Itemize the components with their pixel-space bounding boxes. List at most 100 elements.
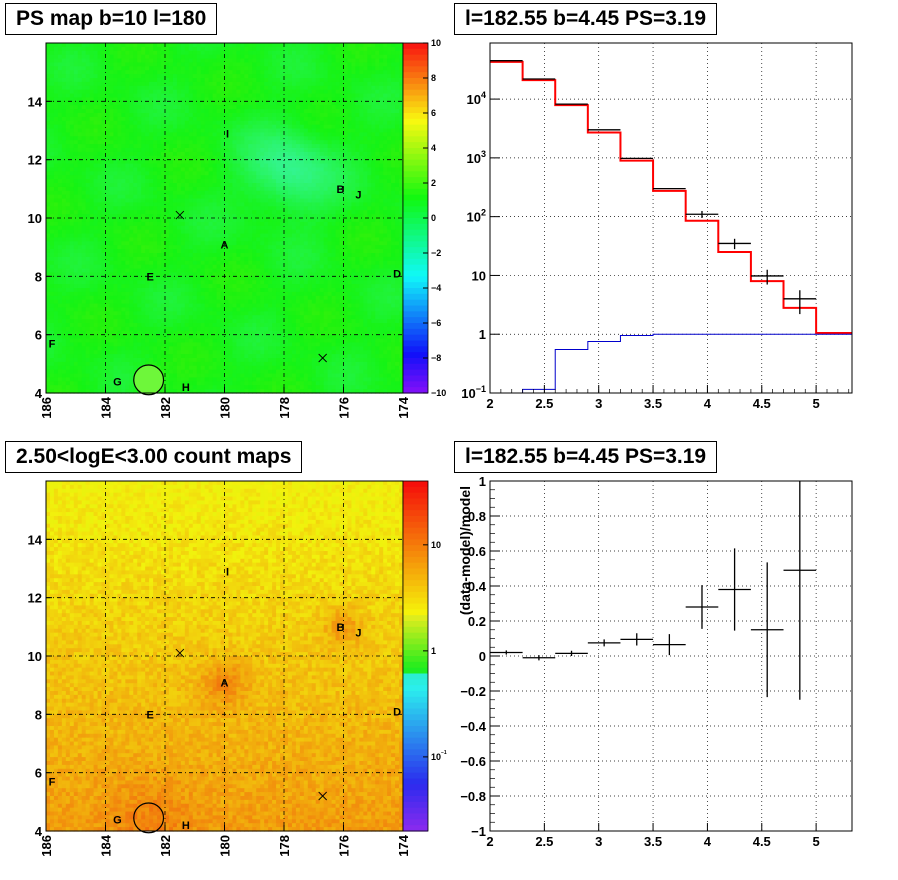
map-pixel [105,101,111,106]
map-pixel [212,206,218,211]
map-pixel [367,198,372,204]
map-pixel [287,74,293,79]
map-pixel [46,256,51,262]
map-pixel [192,128,198,134]
map-pixel [77,93,83,99]
map-pixel [129,167,134,172]
map-pixel [121,144,126,149]
map-pixel [208,214,214,219]
map-pixel [61,85,67,91]
map-pixel [315,183,321,188]
map-pixel [61,46,67,52]
map-pixel [145,175,150,180]
map-pixel [49,109,55,114]
map-pixel [172,46,178,52]
map-pixel [236,109,241,114]
map-pixel [149,253,154,258]
map-pixel [367,245,372,250]
map-pixel [399,167,404,172]
map-pixel [61,50,67,56]
map-pixel [93,128,99,134]
map-pixel [224,132,230,137]
map-pixel [109,214,115,219]
map-pixel [77,105,83,110]
map-pixel [335,81,341,87]
map-pixel [172,70,178,75]
map-pixel [228,186,234,192]
map-pixel [184,81,190,87]
map-pixel [168,221,174,227]
map-pixel [343,144,349,149]
map-pixel [113,163,118,169]
map-pixel [121,43,126,48]
map-pixel [268,237,273,242]
map-pixel [81,202,87,207]
map-pixel [69,183,75,188]
map-pixel [252,194,257,200]
map-pixel [256,85,261,91]
map-pixel [224,221,230,227]
map-pixel [85,120,91,126]
map-pixel [57,140,63,145]
map-pixel [165,132,170,137]
map-pixel [200,241,206,246]
map-pixel [343,101,349,106]
map-pixel [161,237,166,242]
map-pixel [272,163,277,169]
map-pixel [240,221,245,227]
map-pixel [240,171,245,176]
map-pixel [93,163,99,169]
map-pixel [69,85,75,91]
map-pixel [97,58,103,64]
map-pixel [307,249,313,254]
map-pixel [69,46,75,52]
map-pixel [299,221,305,227]
map-pixel [383,136,388,141]
map-pixel [149,202,154,207]
map-pixel [268,78,273,83]
map-pixel [176,155,182,161]
map-pixel [260,233,265,239]
map-pixel [236,74,241,79]
map-pixel [303,85,309,91]
map-pixel [149,46,154,52]
map-pixel [307,136,313,141]
map-pixel [307,128,313,134]
map-pixel [335,124,341,130]
map-pixel [295,167,301,172]
map-pixel [319,155,325,161]
map-pixel [93,97,99,102]
map-pixel [220,105,226,110]
map-pixel [284,155,289,161]
map-pixel [244,233,249,239]
map-pixel [260,66,265,71]
map-pixel [125,210,130,215]
map-pixel [89,54,95,60]
map-pixel [61,249,67,254]
map-pixel [89,210,95,215]
map-pixel [133,198,138,204]
map-pixel [323,140,329,145]
map-pixel [287,78,293,83]
map-pixel [236,186,241,192]
map-pixel [264,206,269,211]
map-pixel [196,116,202,122]
map-pixel [81,128,87,134]
map-pixel [335,113,341,118]
map-pixel [141,167,146,172]
map-pixel [339,214,345,219]
map-pixel [208,85,214,91]
map-pixel [149,245,154,250]
map-pixel [101,58,107,64]
map-pixel [73,249,79,254]
map-pixel [161,206,166,211]
map-pixel [172,167,178,172]
map-pixel [315,202,321,207]
map-pixel [236,225,241,231]
map-pixel [339,241,345,246]
map-pixel [93,225,99,231]
map-pixel [137,171,142,176]
map-pixel [347,221,353,227]
map-pixel [327,202,333,207]
map-pixel [184,198,190,204]
